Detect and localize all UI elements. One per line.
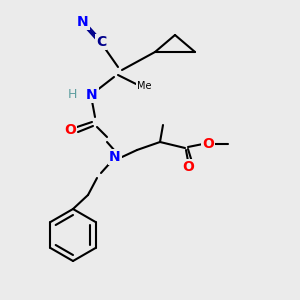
Text: N: N <box>86 88 98 102</box>
Text: N: N <box>109 150 121 164</box>
Text: H: H <box>67 88 77 101</box>
Text: N: N <box>77 15 89 29</box>
Text: C: C <box>96 35 106 49</box>
Text: O: O <box>202 137 214 151</box>
Text: O: O <box>182 160 194 174</box>
Text: Me: Me <box>137 81 151 91</box>
Text: O: O <box>64 123 76 137</box>
